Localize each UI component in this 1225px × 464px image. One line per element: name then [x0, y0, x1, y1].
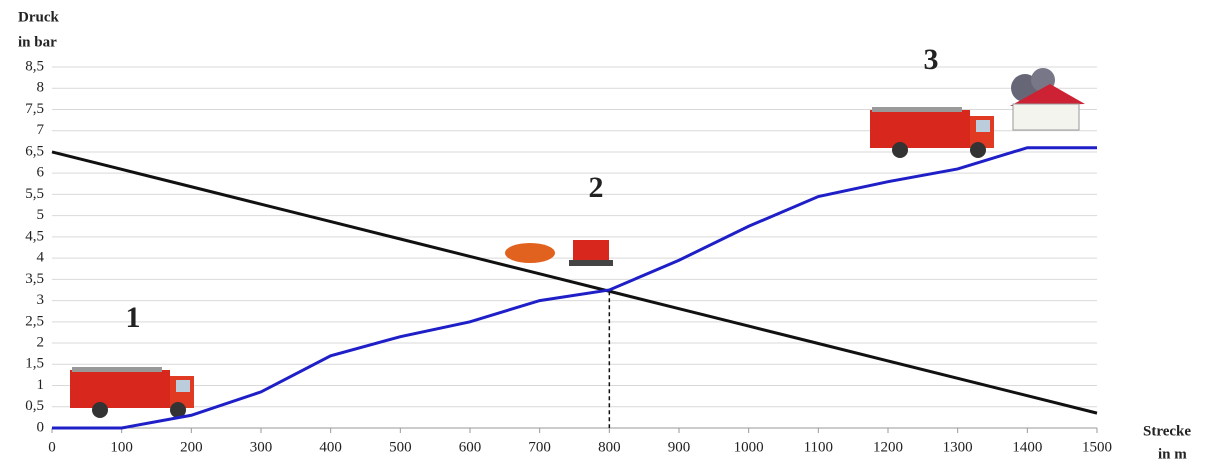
fire-truck-icon — [870, 107, 994, 158]
x-tick-label: 400 — [319, 439, 342, 455]
x-tick-label: 500 — [389, 439, 412, 455]
x-tick-label: 1200 — [873, 439, 903, 455]
y-tick-label: 0,5 — [25, 398, 44, 414]
x-tick-label: 200 — [180, 439, 203, 455]
pump-unit — [573, 240, 609, 262]
truck-body — [870, 110, 970, 148]
y-axis-label: in bar — [18, 34, 57, 50]
y-tick-label: 5 — [37, 207, 45, 223]
x-tick-label: 900 — [668, 439, 691, 455]
annotation: 1 — [126, 301, 141, 334]
y-tick-label: 6,5 — [25, 143, 44, 159]
x-axis-label: Strecke — [1143, 423, 1191, 439]
y-tick-label: 2 — [37, 334, 45, 350]
x-tick-label: 1000 — [734, 439, 764, 455]
y-tick-label: 3 — [37, 292, 45, 308]
wheel — [970, 142, 986, 158]
x-tick-label: 800 — [598, 439, 621, 455]
y-tick-label: 4 — [37, 250, 45, 266]
y-axis-label: Druck — [18, 9, 59, 25]
x-tick-label: 100 — [110, 439, 133, 455]
truck-window — [976, 120, 990, 132]
page: {"chart_data": {"type": "line", "y_label… — [0, 0, 1225, 464]
x-tick-label: 1500 — [1082, 439, 1112, 455]
y-tick-label: 1,5 — [25, 356, 44, 372]
wheel — [892, 142, 908, 158]
wheel — [92, 402, 108, 418]
chart: Druck in bar Strecke in m 0 0,5 1 1,5 2 2,5 3 3… — [0, 0, 1225, 464]
truck-roof — [72, 367, 162, 372]
y-tick-label: 3,5 — [25, 271, 44, 287]
y-tick-label: 0 — [37, 419, 45, 435]
x-tick-label: 1400 — [1012, 439, 1042, 455]
water-basin — [505, 243, 555, 263]
truck-window — [176, 380, 190, 392]
x-tick-label: 1300 — [943, 439, 973, 455]
y-tick-label: 8,5 — [25, 58, 44, 74]
y-tick-label: 8 — [37, 80, 45, 96]
truck-roof — [872, 107, 962, 112]
y-tick-label: 7 — [37, 122, 45, 138]
data-line — [52, 152, 1097, 413]
pump-icon — [505, 240, 613, 266]
y-tick-label: 1 — [37, 377, 45, 393]
house-wall — [1013, 104, 1079, 130]
y-tick-label: 5,5 — [25, 186, 44, 202]
house-icon — [1010, 68, 1085, 130]
x-tick-label: 1100 — [804, 439, 833, 455]
x-tick-label: 300 — [250, 439, 273, 455]
truck-body — [70, 370, 170, 408]
annotation: 2 — [589, 171, 604, 204]
x-axis-label: in m — [1158, 446, 1187, 462]
x-tick-label: 700 — [528, 439, 551, 455]
y-tick-label: 4,5 — [25, 228, 44, 244]
y-tick-label: 7,5 — [25, 101, 44, 117]
y-tick-label: 6 — [37, 165, 45, 181]
pump-base — [569, 260, 613, 266]
annotation: 3 — [924, 43, 939, 76]
x-tick-label: 0 — [48, 439, 56, 455]
y-tick-label: 2,5 — [25, 313, 44, 329]
fire-truck-icon — [70, 367, 194, 418]
x-tick-label: 600 — [459, 439, 482, 455]
